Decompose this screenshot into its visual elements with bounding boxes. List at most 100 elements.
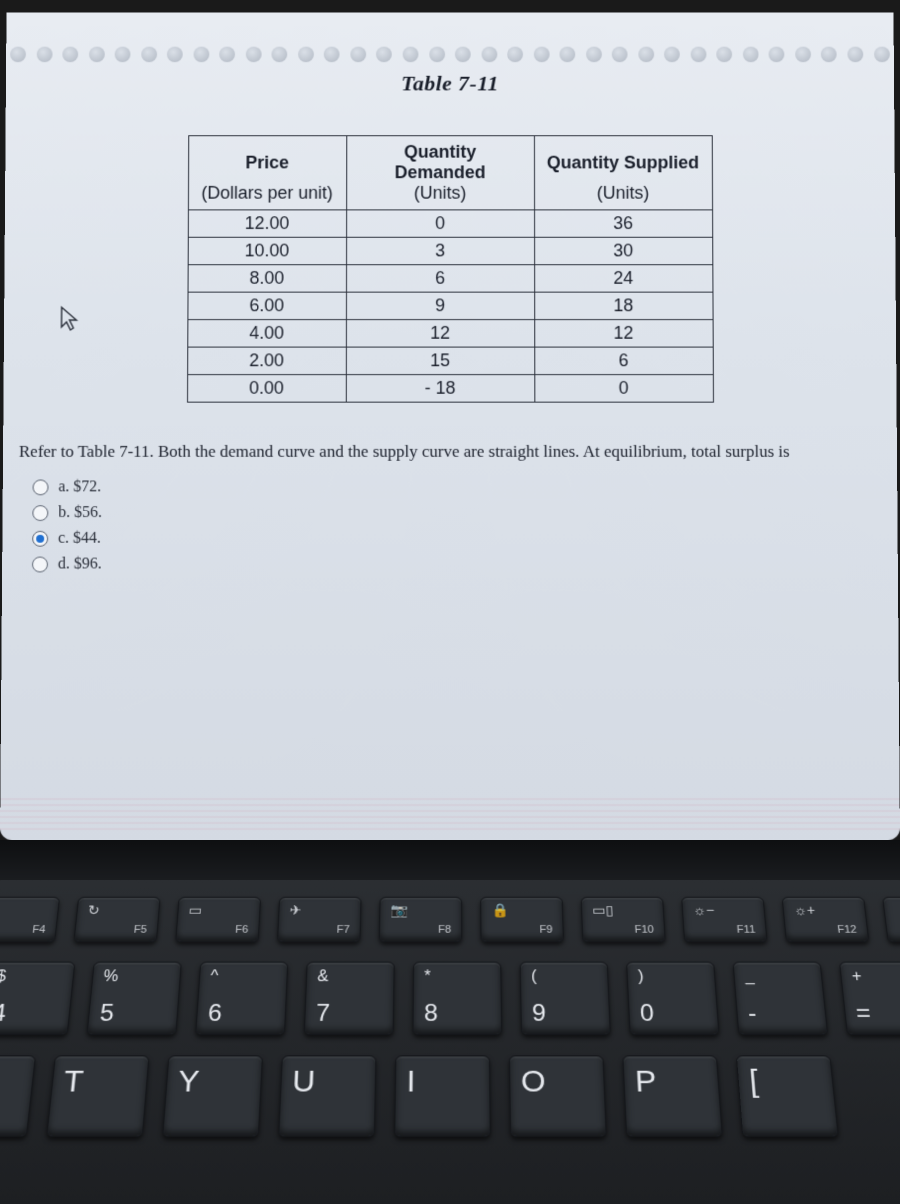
table-cell: 12.00 <box>188 210 346 237</box>
key-o[interactable]: O <box>509 1055 607 1137</box>
col-qd-sub: (Units) <box>346 183 534 210</box>
key-6[interactable]: ^6 <box>195 962 288 1035</box>
function-key-row: ✕F4 ↻F5 ▭F6 ✈ F7 📷F8 🔒 F9 ▭▯ F10 ☼− F11 ☼+F12 PrtSc <box>0 897 898 943</box>
key-0[interactable]: )0 <box>626 962 719 1035</box>
key-label: F9 <box>492 924 553 935</box>
option-c[interactable]: c. $44. <box>32 530 882 548</box>
key-prtsc[interactable]: PrtSc <box>882 897 900 943</box>
table-row: 0.00- 180 <box>187 375 713 403</box>
key-shift-char: _ <box>744 968 811 986</box>
letter-key-row: RTYUIOP[ <box>0 1055 900 1137</box>
table-cell: 15 <box>346 347 534 375</box>
table-cell: 12 <box>534 320 712 347</box>
table-row: 10.00330 <box>188 237 713 264</box>
number-key-row: $4%5^6&7*8(9)0_-+= <box>0 962 900 1035</box>
key-main-char: 9 <box>532 1000 599 1028</box>
key-label: F11 <box>694 924 756 935</box>
radio-d[interactable] <box>32 556 48 572</box>
key-p[interactable]: P <box>622 1055 723 1137</box>
table-cell: 9 <box>346 292 534 319</box>
key-f10[interactable]: ▭▯ F10 <box>581 897 666 943</box>
table-cell: 6 <box>346 265 534 292</box>
col-qs-header: Quantity Supplied <box>534 136 712 183</box>
laptop-screen: Table 7-11 Price Quantity Demanded Quant… <box>0 13 900 840</box>
key-icon: 🔒 <box>491 903 552 916</box>
table-row: 12.00036 <box>188 210 712 237</box>
key-=[interactable]: += <box>839 962 900 1035</box>
option-label: b. $56. <box>58 504 102 522</box>
table-row: 4.001212 <box>187 320 712 347</box>
option-label: a. $72. <box>58 478 101 496</box>
table-cell: 30 <box>534 237 712 264</box>
col-price-sub: (Dollars per unit) <box>188 183 346 210</box>
radio-a[interactable] <box>33 479 49 495</box>
table-row: 6.00918 <box>187 292 712 319</box>
key-7[interactable]: &7 <box>304 962 395 1035</box>
key-icon: ▭▯ <box>592 903 653 916</box>
key-f6[interactable]: ▭F6 <box>175 897 261 943</box>
table-row: 2.00156 <box>187 347 713 375</box>
option-label: d. $96. <box>58 555 102 573</box>
key-f8[interactable]: 📷F8 <box>379 897 462 943</box>
radio-c[interactable] <box>32 531 48 547</box>
key-5[interactable]: %5 <box>86 962 181 1035</box>
key-f12[interactable]: ☼+F12 <box>782 897 870 943</box>
key-8[interactable]: *8 <box>412 962 502 1035</box>
key-shift-char: % <box>103 968 170 986</box>
key-i[interactable]: I <box>394 1055 491 1137</box>
table-cell: - 18 <box>346 375 535 403</box>
key-main-char: 6 <box>207 1000 275 1028</box>
key-f9[interactable]: 🔒 F9 <box>480 897 564 943</box>
key-main-char: 7 <box>315 1000 382 1028</box>
key-main-char: 5 <box>99 1000 168 1028</box>
table-cell: 18 <box>534 292 712 319</box>
key-main-char: 4 <box>0 1000 60 1028</box>
key-y[interactable]: Y <box>162 1055 263 1137</box>
table-cell: 0.00 <box>187 375 346 403</box>
option-a[interactable]: a. $72. <box>33 478 882 496</box>
key-icon: ☼− <box>693 903 755 916</box>
option-label: c. $44. <box>58 530 101 548</box>
key-label: F5 <box>85 924 147 935</box>
key-label: F10 <box>593 924 654 935</box>
key-main-char: - <box>747 1000 816 1028</box>
table-cell: 6.00 <box>187 292 346 319</box>
key-u[interactable]: U <box>278 1055 376 1137</box>
key-shift-char: + <box>851 968 900 986</box>
table-row: 8.00624 <box>188 265 713 292</box>
question-block: Refer to Table 7-11. Both the demand cur… <box>12 440 888 573</box>
key-main-char: 8 <box>424 1000 491 1028</box>
spiral-binding <box>6 47 894 63</box>
key-shift-char: ^ <box>210 968 277 986</box>
table-cell: 6 <box>534 347 713 375</box>
key-icon: ☼+ <box>793 903 855 916</box>
key-[[interactable]: [ <box>736 1055 839 1137</box>
table-cell: 24 <box>534 265 712 292</box>
key-f7[interactable]: ✈ F7 <box>277 897 362 943</box>
keyboard: ✕F4 ↻F5 ▭F6 ✈ F7 📷F8 🔒 F9 ▭▯ F10 ☼− F11 ☼+F12 PrtSc $… <box>0 880 900 1204</box>
key-shift-char: ( <box>531 968 597 986</box>
key-icon: ✈ <box>289 903 350 916</box>
question-stem: Refer to Table 7-11. Both the demand cur… <box>19 440 881 464</box>
table-cell: 36 <box>534 210 712 237</box>
key-label: F7 <box>288 924 349 935</box>
key-r[interactable]: R <box>0 1055 36 1137</box>
key-t[interactable]: T <box>46 1055 149 1137</box>
option-b[interactable]: b. $56. <box>32 504 881 522</box>
key-f4[interactable]: ✕F4 <box>0 897 60 943</box>
table-cell: 4.00 <box>187 320 346 347</box>
radio-b[interactable] <box>32 505 48 521</box>
col-qd-header: Quantity Demanded <box>346 136 534 183</box>
key-shift-char: * <box>424 968 490 986</box>
key-4[interactable]: $4 <box>0 962 75 1035</box>
key-label: PrtSc <box>897 924 900 935</box>
table-cell: 8.00 <box>188 265 347 292</box>
key-shift-char: & <box>317 968 383 986</box>
key-f5[interactable]: ↻F5 <box>73 897 160 943</box>
key-label: F8 <box>390 924 451 935</box>
key--[interactable]: _- <box>733 962 829 1035</box>
supply-demand-table: Price Quantity Demanded Quantity Supplie… <box>187 135 714 402</box>
key-9[interactable]: (9 <box>520 962 611 1035</box>
key-f11[interactable]: ☼− F11 <box>681 897 767 943</box>
option-d[interactable]: d. $96. <box>32 555 882 573</box>
